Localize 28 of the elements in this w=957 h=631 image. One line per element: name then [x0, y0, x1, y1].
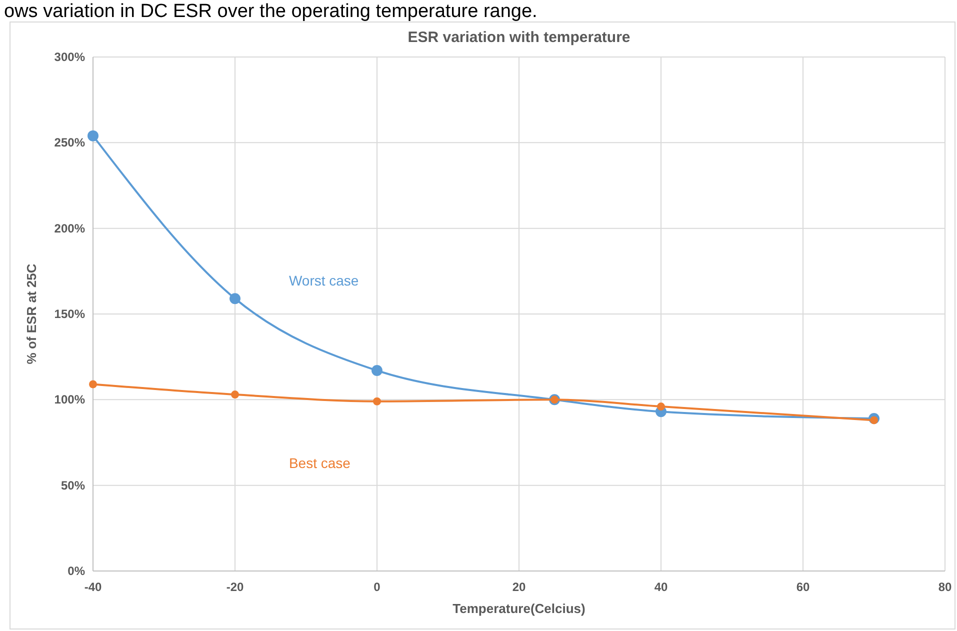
y-tick-label: 50%	[60, 478, 86, 492]
x-tick-label: 80	[938, 580, 952, 594]
y-tick-label: 200%	[54, 221, 86, 236]
point	[870, 416, 878, 424]
text: Worst case	[288, 272, 359, 289]
point	[88, 130, 98, 142]
y-tick-label: 150%	[54, 307, 86, 321]
point	[89, 380, 97, 388]
x-axis-title: Temperature(Celcius)	[452, 601, 586, 616]
point	[230, 293, 240, 304]
chart-title: ESR variation with temperature	[408, 29, 630, 46]
text: Best case	[288, 455, 351, 472]
x-tick-label: 0	[374, 580, 381, 594]
x-tick-label: 20	[512, 580, 526, 594]
point	[372, 365, 382, 376]
y-tick-label: 0%	[68, 564, 86, 578]
point	[373, 397, 381, 406]
point	[231, 390, 239, 399]
y-tick-label: 300%	[54, 50, 86, 64]
point	[657, 402, 665, 411]
x-tick-label: 40	[654, 580, 668, 594]
y-tick-label: 100%	[54, 392, 86, 407]
y-tick-label: 250%	[54, 136, 86, 150]
y-axis-title: % of ESR at 25C	[24, 263, 39, 364]
text: ows variation in DC ESR over the operating temperature range.	[4, 1, 538, 22]
x-tick-label: -40	[84, 580, 102, 594]
x-tick-label: -20	[226, 580, 244, 594]
x-tick-label: 60	[796, 580, 810, 594]
